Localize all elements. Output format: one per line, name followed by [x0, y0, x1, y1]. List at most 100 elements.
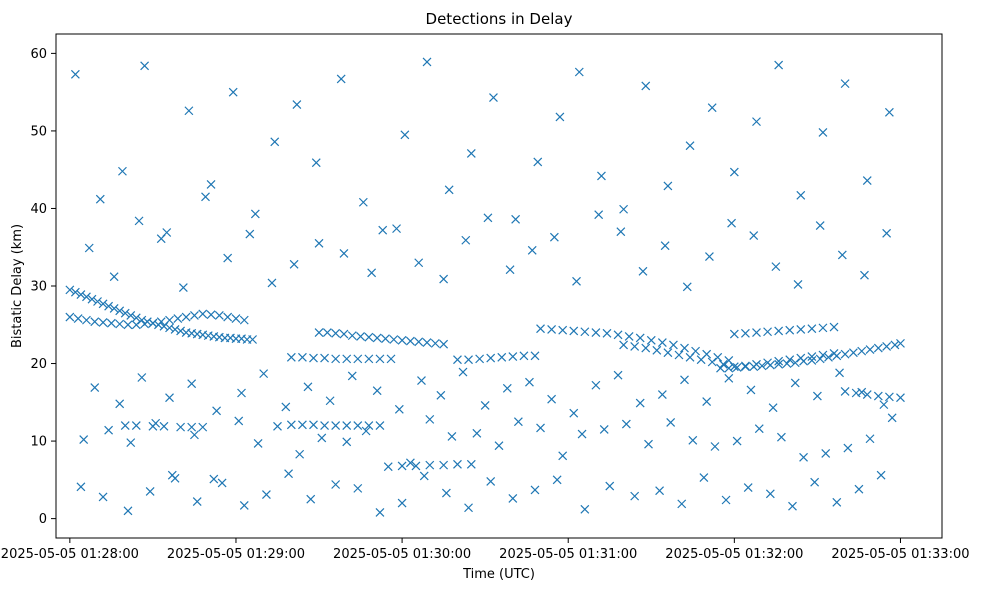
detection-point [464, 503, 473, 513]
detection-point [843, 443, 853, 453]
detection-point [821, 449, 831, 458]
detection-point [774, 326, 784, 336]
detection-point [663, 348, 673, 358]
detection-point [214, 311, 224, 320]
detection-point [574, 67, 584, 77]
detection-point [705, 252, 714, 261]
x-tick-label: 2025-05-05 01:32:00 [665, 547, 803, 562]
detection-point [342, 354, 352, 364]
detection-point [126, 311, 136, 320]
detection-point [657, 390, 667, 399]
detection-point [190, 311, 199, 320]
detection-point [297, 352, 307, 362]
detection-point [740, 361, 750, 371]
detection-point [635, 333, 645, 343]
detection-point [120, 308, 130, 318]
detection-point [511, 214, 521, 224]
detection-point [436, 390, 446, 400]
detection-point [109, 272, 119, 282]
detection-point [178, 283, 188, 292]
detection-point [281, 402, 291, 412]
detection-point [386, 354, 396, 364]
detection-point [425, 460, 435, 470]
detection-point [441, 488, 451, 498]
detection-point [727, 218, 736, 228]
detection-point [790, 358, 800, 368]
detection-point [536, 423, 545, 433]
detection-point [486, 353, 496, 363]
plot-frame [55, 33, 943, 539]
detection-point [530, 351, 540, 361]
detection-point [860, 270, 869, 280]
detection-point [807, 324, 817, 334]
detection-point [314, 238, 324, 248]
detection-point [646, 335, 656, 345]
detection-point [367, 268, 377, 278]
detection-point [206, 180, 216, 189]
detection-point [151, 418, 161, 428]
detection-point [807, 352, 817, 361]
detection-point [840, 349, 850, 359]
detection-point [131, 421, 141, 430]
detection-point [284, 469, 293, 479]
detection-point [464, 355, 473, 365]
detection-point [466, 459, 476, 469]
detection-point [336, 74, 346, 84]
detection-point [93, 297, 102, 306]
detection-point [854, 484, 864, 494]
detection-point [447, 432, 457, 441]
detection-point [98, 299, 108, 309]
detection-point [771, 262, 781, 272]
detection-point [439, 339, 449, 349]
detection-point [320, 353, 329, 363]
detection-point [140, 61, 150, 71]
detection-point [397, 461, 407, 471]
detection-point [896, 393, 905, 403]
detection-point [400, 130, 410, 140]
detection-point [547, 324, 557, 334]
detection-point [353, 421, 363, 430]
detection-point [286, 420, 296, 430]
detection-point [682, 282, 692, 292]
detection-point [156, 317, 166, 327]
detection-point [666, 418, 676, 427]
detection-point [669, 340, 678, 350]
detection-point [339, 329, 349, 339]
detection-point [159, 421, 169, 431]
detection-point [655, 486, 665, 496]
detection-point [530, 485, 540, 495]
detection-point [782, 359, 792, 368]
detection-point [729, 362, 739, 372]
detection-point [372, 333, 382, 343]
detection-point [411, 461, 421, 471]
detection-point [397, 335, 407, 345]
detection-point [876, 470, 886, 480]
detection-point [677, 499, 687, 509]
detection-point [414, 258, 424, 268]
detection-point [466, 148, 476, 158]
x-tick-label: 2025-05-05 01:29:00 [167, 547, 305, 562]
detection-point [699, 473, 709, 482]
detection-point [790, 378, 800, 388]
detection-point [879, 400, 889, 410]
detection-point [115, 306, 125, 316]
detection-point [785, 325, 795, 335]
detection-point [165, 323, 174, 333]
detection-point [137, 315, 147, 325]
detection-point [148, 318, 158, 328]
detection-point [602, 328, 612, 338]
detection-point [289, 259, 299, 269]
detection-point [862, 176, 872, 185]
detection-point [82, 315, 91, 325]
detection-point [685, 352, 695, 362]
y-tick-label: 60 [30, 47, 47, 62]
detection-point [389, 335, 399, 344]
detection-point [536, 324, 545, 334]
detection-point [217, 478, 227, 488]
detection-point [547, 394, 557, 404]
detection-point [824, 352, 833, 362]
detection-point [829, 322, 839, 332]
detection-point [453, 459, 462, 469]
detection-point [533, 157, 543, 167]
detection-point [120, 421, 130, 430]
